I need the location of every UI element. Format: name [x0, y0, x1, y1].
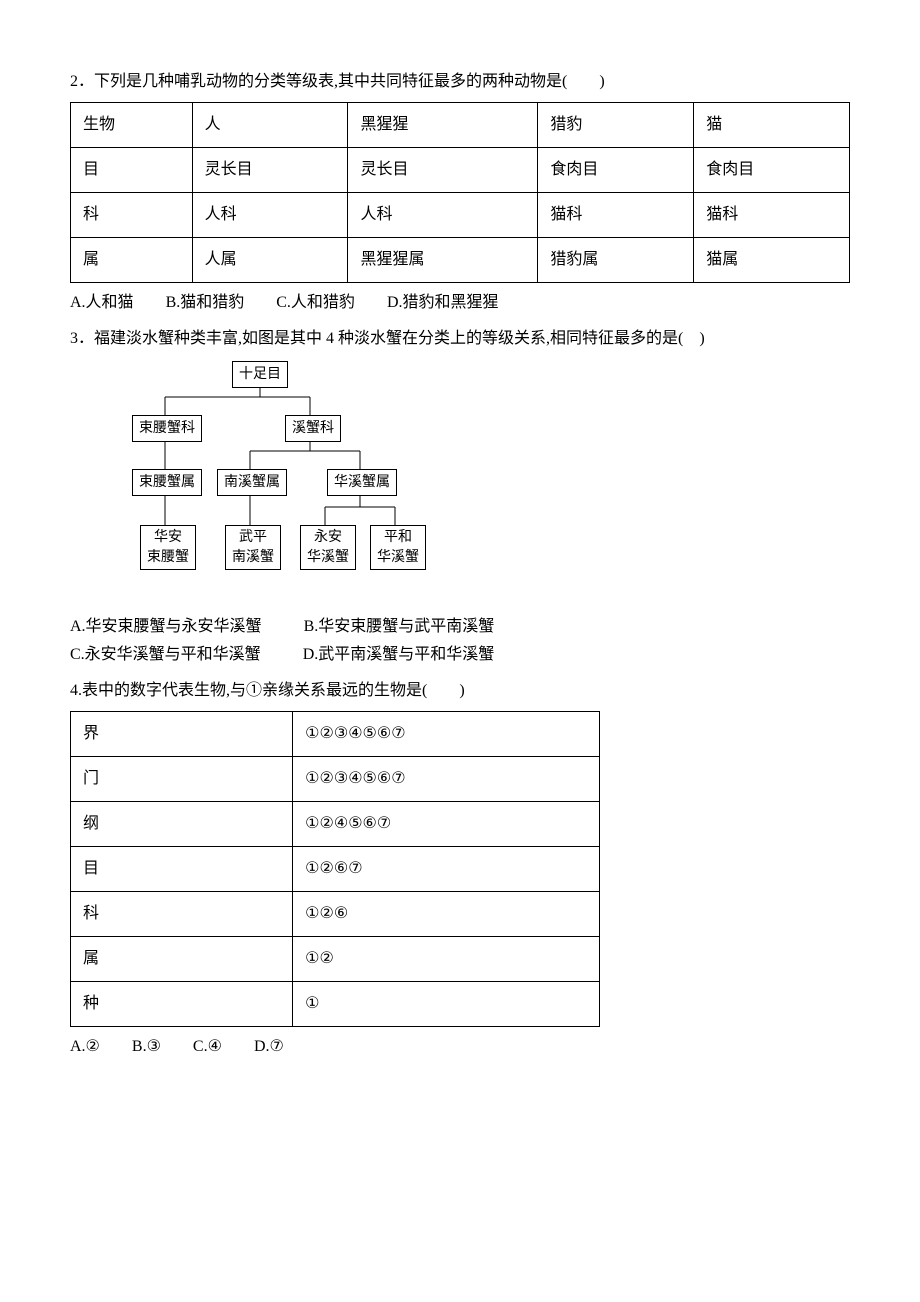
q2-options: A.人和猫 B.猫和猎豹 C.人和猎豹 D.猎豹和黑猩猩 [70, 291, 850, 315]
q2-table: 生物 人 黑猩猩 猎豹 猫 目 灵长目 灵长目 食肉目 食肉目 科 人科 人科 … [70, 102, 850, 283]
tree-node-genus3: 华溪蟹属 [327, 469, 397, 496]
table-cell: 黑猩猩 [348, 103, 538, 148]
option-a: A.人和猫 [70, 291, 134, 315]
table-cell: ①②⑥⑦ [293, 847, 600, 892]
table-cell: 人属 [192, 238, 348, 283]
option-d: D.⑦ [254, 1035, 284, 1059]
table-row: 科 人科 人科 猫科 猫科 [71, 193, 850, 238]
table-row: 属 人属 黑猩猩属 猎豹属 猫属 [71, 238, 850, 283]
table-cell: 猫科 [538, 193, 694, 238]
table-cell: 纲 [71, 802, 293, 847]
table-cell: 食肉目 [538, 148, 694, 193]
q3-tree-diagram: 十足目 束腰蟹科 溪蟹科 束腰蟹属 南溪蟹属 华溪蟹属 华安束腰蟹 武平南溪蟹 … [110, 361, 430, 601]
table-cell: 黑猩猩属 [348, 238, 538, 283]
table-cell: 生物 [71, 103, 193, 148]
table-cell: 人科 [348, 193, 538, 238]
table-cell: 目 [71, 148, 193, 193]
table-cell: 人科 [192, 193, 348, 238]
q4-stem: 4.表中的数字代表生物,与①亲缘关系最远的生物是( ) [70, 679, 850, 703]
table-cell: 属 [71, 238, 193, 283]
table-cell: 猎豹属 [538, 238, 694, 283]
q3-stem: 3．福建淡水蟹种类丰富,如图是其中 4 种淡水蟹在分类上的等级关系,相同特征最多… [70, 327, 850, 351]
table-cell: ①②③④⑤⑥⑦ [293, 712, 600, 757]
table-cell: 科 [71, 892, 293, 937]
table-cell: 人 [192, 103, 348, 148]
table-row: 生物 人 黑猩猩 猎豹 猫 [71, 103, 850, 148]
option-c: C.永安华溪蟹与平和华溪蟹 [70, 643, 261, 667]
tree-node-order: 十足目 [232, 361, 288, 388]
question-4: 4.表中的数字代表生物,与①亲缘关系最远的生物是( ) 界 ①②③④⑤⑥⑦ 门 … [70, 679, 850, 1059]
option-a: A.② [70, 1035, 100, 1059]
table-row: 界 ①②③④⑤⑥⑦ [71, 712, 600, 757]
option-b: B.猫和猎豹 [166, 291, 245, 315]
table-row: 目 ①②⑥⑦ [71, 847, 600, 892]
tree-node-genus2: 南溪蟹属 [217, 469, 287, 496]
tree-node-family2: 溪蟹科 [285, 415, 341, 442]
table-row: 门 ①②③④⑤⑥⑦ [71, 757, 600, 802]
table-cell: 门 [71, 757, 293, 802]
option-d: D.武平南溪蟹与平和华溪蟹 [303, 643, 495, 667]
table-cell: ①②⑥ [293, 892, 600, 937]
table-row: 纲 ①②④⑤⑥⑦ [71, 802, 600, 847]
table-cell: ①②③④⑤⑥⑦ [293, 757, 600, 802]
table-row: 属 ①② [71, 937, 600, 982]
tree-node-family1: 束腰蟹科 [132, 415, 202, 442]
table-cell: 猎豹 [538, 103, 694, 148]
table-cell: 灵长目 [348, 148, 538, 193]
q4-table: 界 ①②③④⑤⑥⑦ 门 ①②③④⑤⑥⑦ 纲 ①②④⑤⑥⑦ 目 ①②⑥⑦ 科 ①②… [70, 711, 600, 1027]
q4-options: A.② B.③ C.④ D.⑦ [70, 1035, 850, 1059]
option-c: C.④ [193, 1035, 222, 1059]
q2-stem: 2．下列是几种哺乳动物的分类等级表,其中共同特征最多的两种动物是( ) [70, 70, 850, 94]
table-row: 科 ①②⑥ [71, 892, 600, 937]
table-cell: ①② [293, 937, 600, 982]
option-d: D.猎豹和黑猩猩 [387, 291, 499, 315]
tree-leaf-sp3: 永安华溪蟹 [300, 525, 356, 570]
table-row: 目 灵长目 灵长目 食肉目 食肉目 [71, 148, 850, 193]
table-cell: 种 [71, 982, 293, 1027]
table-cell: 目 [71, 847, 293, 892]
question-3: 3．福建淡水蟹种类丰富,如图是其中 4 种淡水蟹在分类上的等级关系,相同特征最多… [70, 327, 850, 667]
option-b: B.③ [132, 1035, 161, 1059]
tree-leaf-sp2: 武平南溪蟹 [225, 525, 281, 570]
option-b: B.华安束腰蟹与武平南溪蟹 [304, 618, 495, 635]
table-cell: ① [293, 982, 600, 1027]
option-c: C.人和猎豹 [276, 291, 355, 315]
table-cell: 界 [71, 712, 293, 757]
table-cell: 猫属 [694, 238, 850, 283]
table-row: 种 ① [71, 982, 600, 1027]
table-cell: 猫科 [694, 193, 850, 238]
tree-leaf-sp1: 华安束腰蟹 [140, 525, 196, 570]
option-a: A.华安束腰蟹与永安华溪蟹 [70, 615, 262, 639]
table-cell: 科 [71, 193, 193, 238]
table-cell: ①②④⑤⑥⑦ [293, 802, 600, 847]
tree-leaf-sp4: 平和华溪蟹 [370, 525, 426, 570]
table-cell: 灵长目 [192, 148, 348, 193]
question-2: 2．下列是几种哺乳动物的分类等级表,其中共同特征最多的两种动物是( ) 生物 人… [70, 70, 850, 315]
table-cell: 食肉目 [694, 148, 850, 193]
tree-node-genus1: 束腰蟹属 [132, 469, 202, 496]
q3-options-row1: A.华安束腰蟹与永安华溪蟹 B.华安束腰蟹与武平南溪蟹 [70, 615, 850, 639]
q3-options-row2: C.永安华溪蟹与平和华溪蟹 D.武平南溪蟹与平和华溪蟹 [70, 643, 850, 667]
table-cell: 猫 [694, 103, 850, 148]
table-cell: 属 [71, 937, 293, 982]
